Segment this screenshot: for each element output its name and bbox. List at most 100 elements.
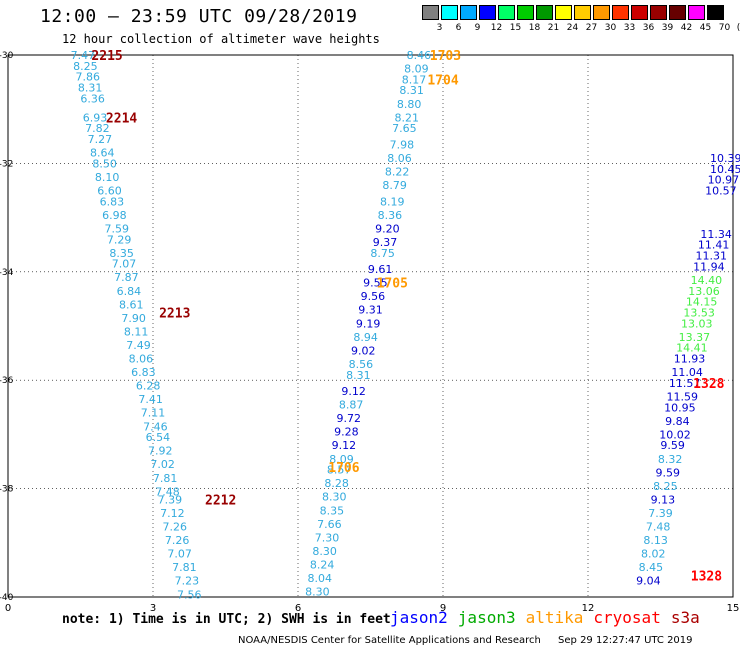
legend-entry-s3a: s3a <box>670 608 700 627</box>
colorbar-swatch <box>460 5 477 20</box>
swh-value: 7.65 <box>392 122 417 135</box>
swh-value: 7.81 <box>153 472 178 485</box>
legend-entry-jason2: jason2 <box>390 608 448 627</box>
colorbar-label: 12 <box>490 23 503 33</box>
colorbar-label: 39 <box>661 23 674 33</box>
swh-value: 8.32 <box>658 453 683 466</box>
swh-value: 9.37 <box>373 236 398 249</box>
swh-value: 8.45 <box>639 561 664 574</box>
swh-value: 9.28 <box>334 426 359 439</box>
swh-value: 8.10 <box>95 171 120 184</box>
colorbar-swatch <box>498 5 515 20</box>
colorbar-swatch <box>555 5 572 20</box>
swh-value: 13.03 <box>681 317 713 330</box>
swh-value: 8.22 <box>385 166 410 179</box>
orbit-label: 2213 <box>159 306 190 321</box>
orbit-label: 1704 <box>427 73 458 88</box>
swh-value: 14.40 <box>691 274 723 287</box>
swh-value: 6.36 <box>80 92 105 105</box>
legend-entry-cryosat: cryosat <box>593 608 661 627</box>
swh-value: 7.46 <box>143 420 168 433</box>
y-tick-label: -36 <box>0 376 14 386</box>
swh-value: 8.06 <box>129 353 154 366</box>
swh-value: 11.04 <box>671 366 703 379</box>
footer: NOAA/NESDIS Center for Satellite Applica… <box>238 635 693 646</box>
swh-value: 8.35 <box>109 247 134 260</box>
swh-value: 8.25 <box>653 480 678 493</box>
x-tick-label: 6 <box>295 603 301 614</box>
swh-value: 9.59 <box>660 439 685 452</box>
swh-value: 13.53 <box>683 306 715 319</box>
swh-value: 8.79 <box>382 179 407 192</box>
swh-value: 8.02 <box>641 548 666 561</box>
swh-value: 8.57 <box>327 464 352 477</box>
swh-value: 11.59 <box>667 390 699 403</box>
swh-value: 9.59 <box>656 466 681 479</box>
swh-value: 13.06 <box>688 285 720 298</box>
swh-value: 6.84 <box>117 285 142 298</box>
swh-value: 8.28 <box>324 477 349 490</box>
swh-value: 9.84 <box>665 415 690 428</box>
swh-value: 9.55 <box>363 277 388 290</box>
x-tick-label: 15 <box>727 603 740 614</box>
legend-entry-jason3: jason3 <box>457 608 516 627</box>
swh-value: 9.56 <box>361 290 386 303</box>
swh-value: 7.41 <box>138 393 163 406</box>
colorbar-swatch <box>479 5 496 20</box>
swh-value: 7.48 <box>646 521 671 534</box>
plot-frame <box>7 54 734 598</box>
swh-value: 9.13 <box>651 493 676 506</box>
swh-value: 8.64 <box>90 147 115 160</box>
page-subtitle: 12 hour collection of altimeter wave hei… <box>62 32 380 46</box>
swh-value: 9.12 <box>332 439 357 452</box>
swh-value: 8.30 <box>305 586 330 599</box>
units-note: note: 1) Time is in UTC; 2) SWH is in fe… <box>62 612 391 627</box>
swh-value: 8.46 <box>407 49 432 62</box>
y-tick-label: -40 <box>0 593 14 603</box>
swh-value: 7.87 <box>114 271 139 284</box>
swh-value: 8.30 <box>322 491 347 504</box>
colorbar-label: 33 <box>623 23 636 33</box>
swh-value: 7.92 <box>148 445 173 458</box>
swh-value: 8.30 <box>312 545 337 558</box>
swh-value: 8.06 <box>387 152 412 165</box>
orbit-label: 1703 <box>430 49 461 64</box>
colorbar-swatch <box>441 5 458 20</box>
footer-credit: NOAA/NESDIS Center for Satellite Applica… <box>238 635 541 646</box>
swh-value: 8.17 <box>402 73 427 86</box>
swh-value: 11.41 <box>698 239 730 252</box>
swh-value: 10.95 <box>664 401 696 414</box>
colorbar-swatch <box>593 5 610 20</box>
colorbar-label: 30 <box>604 23 617 33</box>
footer-timestamp: Sep 29 12:27:47 UTC 2019 <box>558 635 693 646</box>
orbit-label: 2212 <box>205 493 236 508</box>
swh-value: 8.04 <box>308 572 333 585</box>
swh-value: 7.26 <box>163 521 188 534</box>
swh-value: 6.54 <box>146 431 171 444</box>
colorbar-swatch <box>536 5 553 20</box>
swh-value: 8.31 <box>78 82 103 95</box>
x-tick-label: 0 <box>5 603 11 614</box>
swh-value: 7.26 <box>165 534 190 547</box>
swh-value: 14.15 <box>686 296 718 309</box>
swh-value: 8.31 <box>346 369 371 382</box>
colorbar-swatch <box>631 5 648 20</box>
swh-value: 10.45 <box>710 163 740 176</box>
swh-value: 9.20 <box>375 222 400 235</box>
swh-value: 8.87 <box>339 399 364 412</box>
swh-value: 9.12 <box>341 385 366 398</box>
swh-value: 6.93 <box>83 111 108 124</box>
colorbar-label: 36 <box>642 23 655 33</box>
swh-value: 8.50 <box>92 157 117 170</box>
swh-value: 6.28 <box>136 380 161 393</box>
swh-value: 8.31 <box>399 84 424 97</box>
swh-value: 7.12 <box>160 507 185 520</box>
orbit-label: 1706 <box>328 461 359 476</box>
swh-value: 8.61 <box>119 298 144 311</box>
swh-value: 7.07 <box>167 548 192 561</box>
swh-value: 7.82 <box>85 122 110 135</box>
swh-value: 8.21 <box>395 111 420 124</box>
swh-value: 7.47 <box>71 49 96 62</box>
orbit-label: 2214 <box>106 111 137 126</box>
swh-value: 9.02 <box>351 344 376 357</box>
